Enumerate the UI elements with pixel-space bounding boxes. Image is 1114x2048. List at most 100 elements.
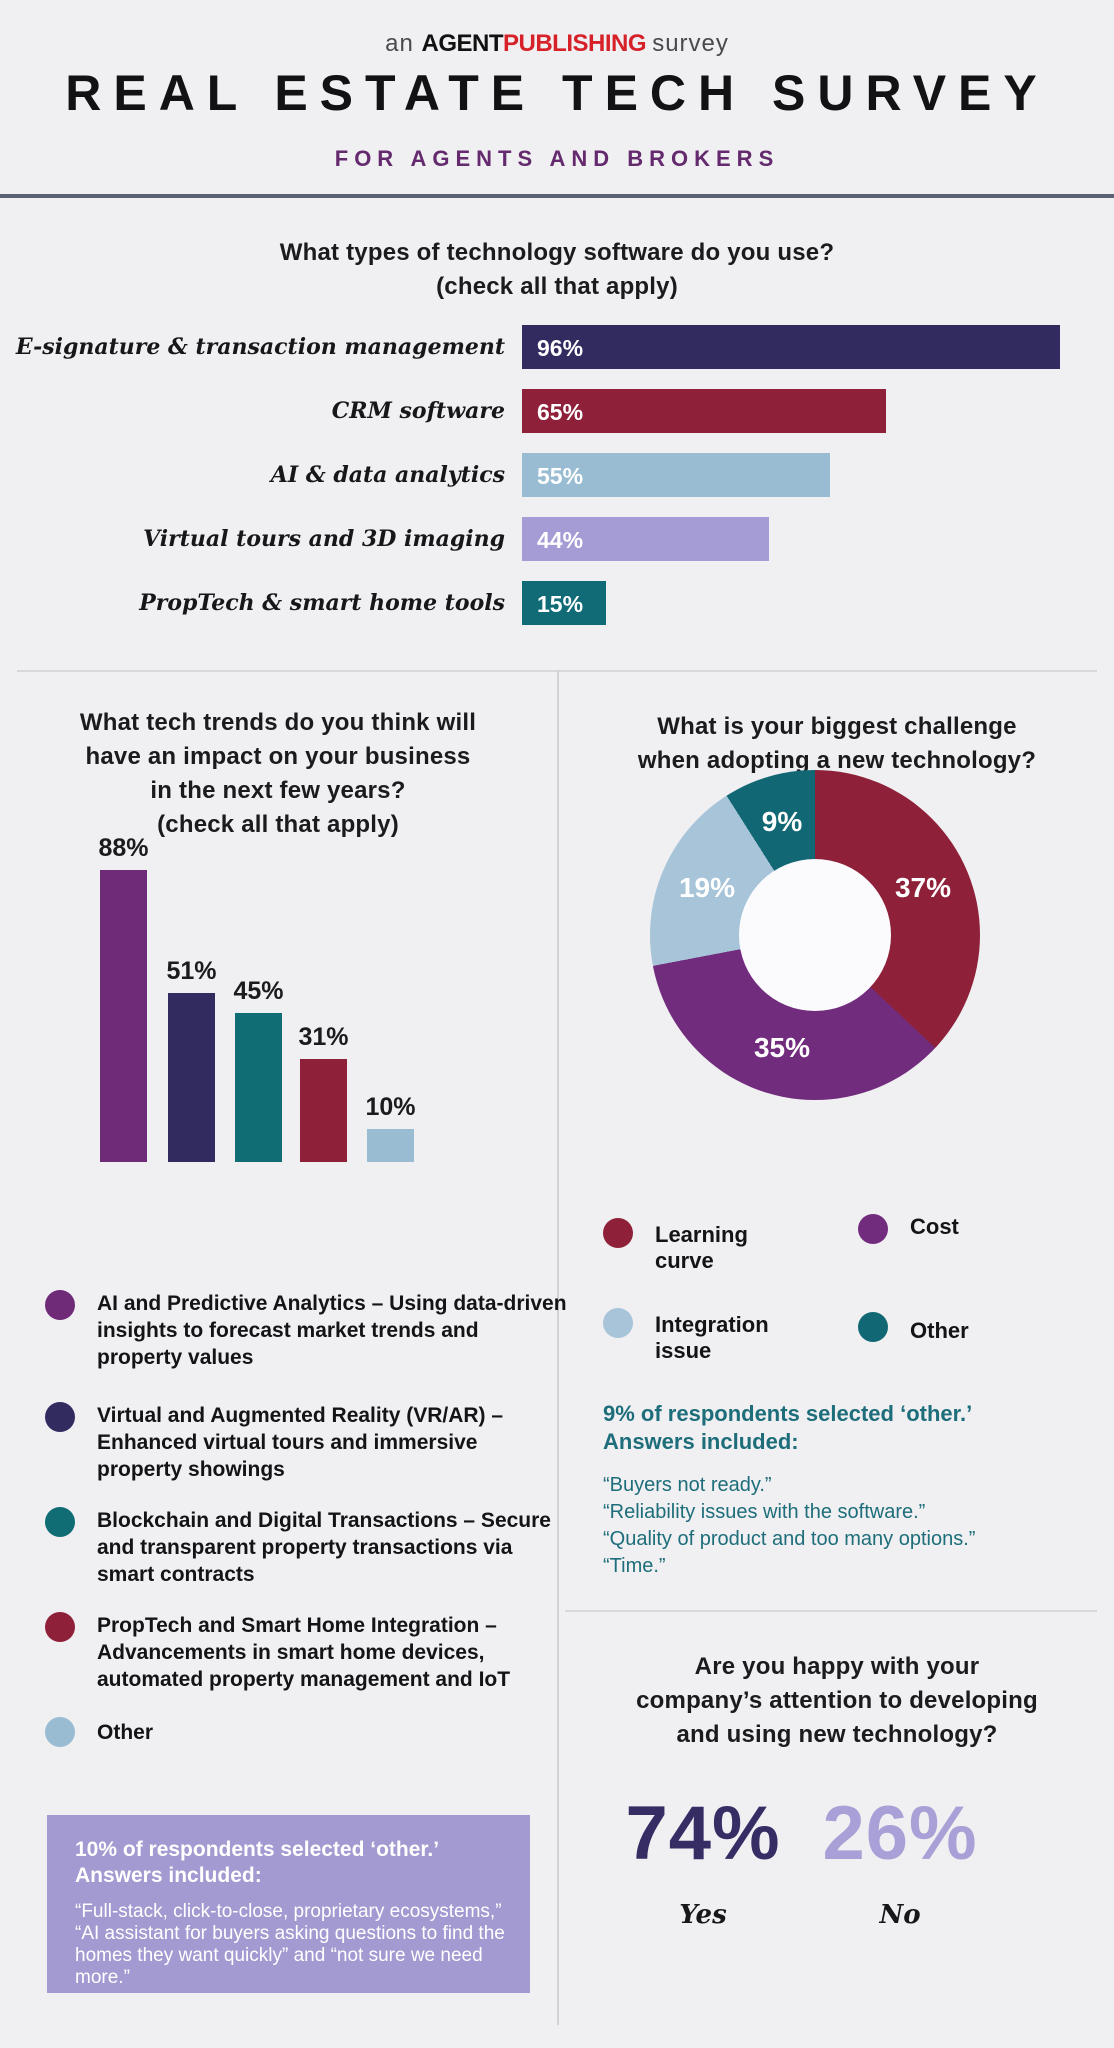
legend-label: Cost (910, 1214, 959, 1239)
quote-line: “Quality of product and too many options… (603, 1528, 976, 1550)
slice-value-learning-curve: 37% (894, 872, 952, 903)
bar-category-label: Virtual tours and 3D imaging (143, 526, 505, 552)
bar-category-label: CRM software (331, 398, 505, 424)
header-divider (0, 194, 1114, 198)
bar-value-label: 96% (537, 335, 584, 361)
trends-question-line: have an impact on your business (85, 743, 471, 770)
challenge-donut-chart: 37% 35% 19% 9% (650, 770, 980, 1100)
legend-label: Virtual and Augmented Reality (VR/AR) – … (97, 1404, 504, 1481)
bar-value-label: 44% (537, 527, 584, 553)
stat-label-yes: Yes (679, 1900, 727, 1930)
trends-bar-chart: 88% 51% 45% 31% 10% (0, 834, 557, 1162)
legend-dot-ai (45, 1290, 75, 1320)
quote-line: “Time.” (603, 1555, 666, 1577)
legend-dot-cost (858, 1214, 888, 1244)
challenge-question-line: What is your biggest challenge (657, 713, 1017, 740)
bar-value-label: 88% (98, 834, 149, 862)
bar-category-label: AI & data analytics (270, 462, 505, 488)
column-divider-vertical (557, 670, 559, 2025)
right-column-divider (565, 1610, 1097, 1612)
trends-question-title: What tech trends do you think will have … (28, 706, 528, 842)
legend-label: Integration issue (655, 1312, 769, 1363)
bar-virtual-tours: 44% (522, 517, 769, 561)
trends-question-line: in the next few years? (150, 777, 406, 804)
slice-value-other: 9% (761, 806, 803, 837)
bar-value-label: 15% (537, 591, 584, 617)
vbar-other: 10% (357, 1093, 424, 1162)
bar-value-label: 10% (365, 1093, 416, 1121)
legend-dot-other (858, 1312, 888, 1342)
bar (100, 870, 147, 1162)
bar-crm: 65% (522, 389, 886, 433)
trends-question-subtitle: (check all that apply) (157, 811, 399, 838)
logo-agent: AGENT (421, 30, 504, 57)
bar-value-label: 31% (298, 1023, 349, 1051)
stat-value-no: 26% (822, 1791, 978, 1876)
bar-value-label: 55% (537, 463, 584, 489)
legend-label: AI and Predictive Analytics – Using data… (97, 1292, 567, 1369)
publisher-logo-line: an AGENTPUBLISHING survey (0, 30, 1114, 58)
legend-label: PropTech and Smart Home Integration – Ad… (97, 1614, 511, 1691)
bar-value-label: 65% (537, 399, 584, 425)
bar (168, 993, 215, 1162)
hbar-row: AI & data analytics 55% (0, 453, 1114, 497)
bar-ai-analytics: 55% (522, 453, 830, 497)
vbar-ai: 88% (90, 834, 157, 1162)
bar (235, 1013, 282, 1162)
hbar-row: E-signature & transaction management 96% (0, 325, 1114, 369)
trends-question-line: What tech trends do you think will (79, 709, 477, 736)
hbar-row: Virtual tours and 3D imaging 44% (0, 517, 1114, 561)
note-body: “Full-stack, click-to-close, proprietary… (75, 1901, 505, 1988)
software-question-title: What types of technology software do you… (0, 236, 1114, 304)
vbar-proptech: 31% (290, 1023, 357, 1162)
logo-prefix: an (385, 30, 414, 57)
slice-value-cost: 35% (753, 1032, 811, 1063)
logo-publishing: PUBLISHING (503, 30, 647, 57)
software-question-subtitle: (check all that apply) (436, 273, 678, 300)
page-title: REAL ESTATE TECH SURVEY (65, 65, 1049, 121)
agent-publishing-logo: AGENTPUBLISHING (422, 30, 653, 57)
legend-dot-learning-curve (603, 1218, 633, 1248)
happiness-question-line: company’s attention to developing (636, 1687, 1038, 1714)
legend-dot-integration (603, 1308, 633, 1338)
other-answers-heading-right: 9% of respondents selected ‘other.’ Answ… (603, 1401, 971, 1454)
legend-label: Learning curve (655, 1222, 748, 1273)
stat-label-no: No (879, 1900, 921, 1930)
bar (300, 1059, 347, 1162)
legend-dot-vr-ar (45, 1402, 75, 1432)
other-answers-note-left: 10% of respondents selected ‘other.’ Ans… (47, 1815, 530, 1993)
quote-line: “Reliability issues with the software.” (603, 1501, 926, 1523)
bar-value-label: 51% (166, 957, 217, 985)
bar-esignature: 96% (522, 325, 1060, 369)
legend-label: Other (97, 1721, 154, 1744)
software-question-line: What types of technology software do you… (279, 239, 835, 266)
bar-value-label: 45% (233, 977, 284, 1005)
quote-line: “Buyers not ready.” (603, 1474, 772, 1496)
challenge-question-title: What is your biggest challenge when adop… (567, 710, 1107, 778)
vbar-blockchain: 45% (225, 977, 292, 1162)
vbar-vr-ar: 51% (158, 957, 225, 1162)
page-subtitle: FOR AGENTS AND BROKERS (334, 146, 780, 171)
legend-label: Blockchain and Digital Transactions – Se… (97, 1509, 551, 1586)
bar (367, 1129, 414, 1162)
legend-label: Other (910, 1318, 969, 1343)
other-answers-quotes: “Buyers not ready.” “Reliability issues … (603, 1472, 1083, 1580)
logo-suffix: survey (652, 30, 729, 57)
bar-category-label: PropTech & smart home tools (139, 590, 505, 616)
donut-hole (739, 859, 891, 1011)
legend-dot-blockchain (45, 1507, 75, 1537)
challenge-question-line: when adopting a new technology? (637, 747, 1037, 774)
bar-proptech: 15% (522, 581, 606, 625)
happiness-question-line: Are you happy with your (694, 1653, 980, 1680)
hbar-row: CRM software 65% (0, 389, 1114, 433)
stat-value-yes: 74% (625, 1791, 781, 1876)
note-heading: 10% of respondents selected ‘other.’ Ans… (75, 1838, 438, 1887)
happiness-question-line: and using new technology? (676, 1721, 998, 1748)
happiness-question-title: Are you happy with your company’s attent… (567, 1650, 1107, 1752)
legend-dot-proptech (45, 1612, 75, 1642)
legend-dot-other (45, 1717, 75, 1747)
bar-category-label: E-signature & transaction management (15, 334, 505, 360)
hbar-row: PropTech & smart home tools 15% (0, 581, 1114, 625)
slice-value-integration: 19% (678, 872, 736, 903)
